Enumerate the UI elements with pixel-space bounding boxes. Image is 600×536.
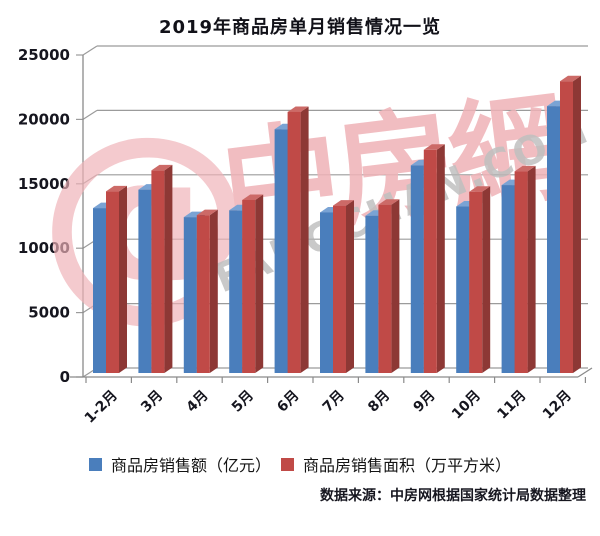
bar-front-face — [196, 215, 210, 373]
bar-front-face — [378, 204, 392, 373]
bar-front-face — [501, 185, 515, 373]
x-axis-label: 4月 — [184, 388, 212, 416]
bar-front-face — [229, 210, 243, 373]
x-axis-label: 10月 — [449, 388, 484, 423]
bar-front-face — [456, 206, 470, 373]
bar-top-face — [196, 209, 218, 216]
bar-9月-s1 — [423, 144, 445, 373]
bar-front-face — [138, 189, 152, 373]
y-axis-label: 0 — [60, 368, 70, 386]
bar-side-face — [209, 209, 218, 373]
bar-side-face — [255, 194, 264, 373]
bar-top-face — [333, 200, 354, 206]
bar-front-face — [410, 165, 424, 373]
x-axis-label: 12月 — [540, 388, 575, 423]
x-axis-label: 7月 — [320, 388, 348, 416]
bar-side-face — [119, 185, 127, 373]
bar-3月-s1 — [151, 164, 173, 373]
bar-side-face — [573, 75, 581, 373]
bar-top-face — [423, 144, 445, 150]
bar-side-face — [527, 165, 536, 373]
bar-top-face — [183, 211, 205, 218]
bar-side-face — [436, 144, 445, 373]
legend-label-sales-amount: 商品房销售额（亿元） — [110, 456, 271, 475]
bar-side-face — [482, 186, 491, 373]
bar-front-face — [274, 129, 288, 373]
bar-top-face — [287, 106, 309, 112]
bar-front-face — [514, 171, 528, 373]
chart-area: 0500010000150002000025000@中房網FANGCHAN.CO… — [0, 41, 600, 441]
grid-diagonal — [82, 174, 98, 185]
bar-12月-s1 — [560, 75, 581, 373]
legend-label-sales-area: 商品房销售面积（万平方米） — [303, 456, 512, 475]
sales-3d-bar-chart: 0500010000150002000025000@中房網FANGCHAN.CO… — [18, 45, 597, 427]
bar-front-face — [469, 191, 483, 373]
bar-front-face — [560, 81, 573, 373]
x-axis-label: 11月 — [494, 388, 529, 423]
bar-front-face — [333, 205, 346, 373]
bar-top-face — [151, 164, 173, 171]
y-axis-label: 5000 — [28, 304, 70, 322]
bar-top-face — [378, 199, 400, 205]
chart-legend: 商品房销售额（亿元） 商品房销售面积（万平方米） — [0, 452, 600, 476]
bar-top-face — [514, 165, 536, 172]
legend-swatch-blue — [88, 457, 102, 471]
bar-front-face — [151, 170, 165, 373]
bar-10月-s1 — [469, 186, 491, 373]
grid-diagonal — [82, 109, 98, 120]
legend-item-sales-amount: 商品房销售额（亿元） — [88, 452, 271, 476]
bar-11月-s1 — [514, 165, 536, 373]
bar-top-face — [560, 75, 581, 82]
y-axis-label: 20000 — [18, 110, 70, 128]
bar-front-face — [93, 208, 106, 373]
y-axis-label: 25000 — [18, 46, 70, 64]
floor-right-edge — [577, 367, 593, 378]
x-axis-label: 9月 — [411, 388, 439, 416]
x-axis-label: 5月 — [229, 388, 257, 416]
bar-top-face — [242, 194, 264, 200]
bar-1-2月-s1 — [106, 185, 127, 373]
x-axis-label: 8月 — [365, 388, 393, 416]
y-axis-label: 10000 — [18, 239, 70, 257]
bar-front-face — [106, 191, 119, 373]
data-source-note: 数据来源：中房网根据国家统计局数据整理 — [320, 488, 586, 504]
bar-side-face — [391, 199, 400, 373]
bar-6月-s1 — [287, 106, 309, 374]
bar-8月-s1 — [378, 199, 400, 373]
bar-side-face — [164, 164, 173, 373]
bar-side-face — [300, 106, 309, 374]
bar-front-face — [242, 199, 256, 373]
bar-5月-s1 — [242, 194, 264, 373]
bar-front-face — [287, 111, 301, 374]
x-axis-label: 1-2月 — [82, 388, 121, 427]
bar-top-face — [106, 185, 127, 192]
bar-front-face — [547, 106, 560, 373]
chart-page: 2019年商品房单月销售情况一览 0 5000 10000 15000 20000 250… — [0, 13, 600, 536]
bar-front-face — [320, 212, 333, 373]
bar-front-face — [365, 215, 379, 373]
page-title: 2019年商品房单月销售情况一览 — [158, 17, 442, 38]
bar-front-face — [183, 217, 197, 373]
bar-top-face — [469, 186, 491, 192]
bar-4月-s1 — [196, 209, 218, 373]
legend-swatch-red — [281, 457, 294, 471]
y-axis-label: 15000 — [18, 175, 70, 193]
bar-7月-s1 — [333, 200, 354, 373]
bar-side-face — [346, 200, 354, 373]
legend-item-sales-area: 商品房销售面积（万平方米） — [281, 452, 511, 476]
x-axis-label: 6月 — [274, 388, 302, 416]
x-axis-label: 3月 — [138, 388, 166, 416]
grid-diagonal — [82, 45, 98, 56]
bar-front-face — [423, 149, 437, 373]
